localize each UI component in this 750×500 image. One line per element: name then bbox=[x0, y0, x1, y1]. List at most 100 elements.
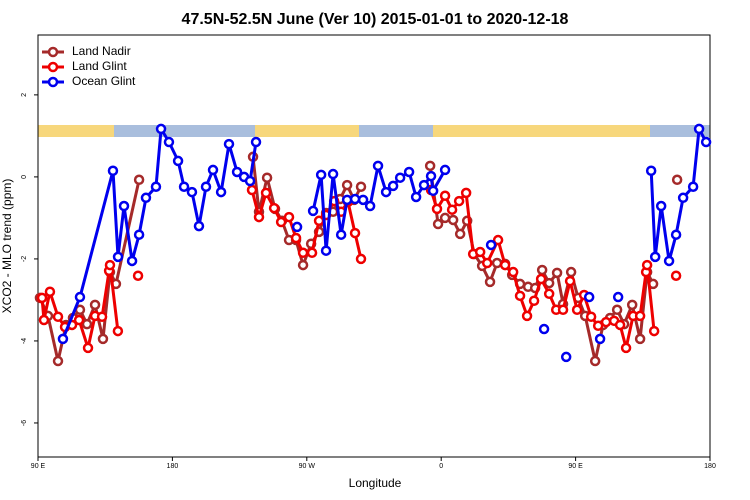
point bbox=[447, 214, 459, 226]
point bbox=[543, 288, 555, 300]
point bbox=[261, 172, 273, 183]
point bbox=[571, 304, 583, 316]
point bbox=[481, 257, 493, 269]
x-tick-label: 0 bbox=[439, 463, 443, 470]
point bbox=[647, 278, 659, 290]
point bbox=[307, 205, 319, 217]
point bbox=[193, 220, 205, 232]
x-axis-label: Longitude bbox=[349, 476, 402, 490]
point bbox=[355, 181, 367, 192]
y-axis-label: XCO2 - MLO trend (ppm) bbox=[0, 179, 14, 314]
point bbox=[634, 310, 646, 322]
point bbox=[89, 299, 101, 311]
legend-label: Land Nadir bbox=[72, 44, 131, 58]
point bbox=[357, 194, 369, 206]
point bbox=[648, 325, 660, 337]
series-line bbox=[61, 127, 708, 340]
point bbox=[231, 166, 243, 178]
point bbox=[670, 270, 682, 281]
point bbox=[600, 316, 612, 328]
point bbox=[246, 184, 258, 196]
point bbox=[670, 229, 682, 240]
x-tick-label: 90 E bbox=[31, 463, 46, 470]
legend-marker bbox=[47, 46, 59, 58]
point bbox=[507, 266, 519, 278]
point bbox=[315, 169, 327, 181]
point bbox=[250, 136, 262, 148]
land-strip bbox=[433, 125, 650, 137]
point bbox=[52, 311, 64, 322]
point bbox=[583, 291, 595, 303]
point bbox=[693, 123, 705, 135]
point bbox=[268, 202, 280, 214]
point bbox=[133, 229, 145, 240]
point bbox=[439, 190, 451, 202]
point bbox=[671, 174, 683, 186]
series-line bbox=[42, 190, 676, 348]
land-ocean-strip bbox=[38, 125, 710, 137]
point bbox=[536, 264, 548, 276]
point bbox=[484, 276, 496, 288]
x-tick-label: 90 W bbox=[299, 463, 316, 470]
point bbox=[491, 257, 503, 269]
point bbox=[172, 155, 184, 167]
point bbox=[557, 304, 569, 316]
point bbox=[112, 325, 124, 337]
point bbox=[178, 181, 190, 192]
point bbox=[244, 175, 256, 187]
point bbox=[543, 277, 555, 289]
point bbox=[538, 323, 550, 335]
point bbox=[620, 342, 632, 354]
point bbox=[104, 259, 116, 271]
point bbox=[349, 193, 361, 205]
point bbox=[403, 166, 415, 178]
point bbox=[96, 311, 108, 322]
y-tick-label: -6 bbox=[21, 420, 28, 426]
point bbox=[655, 200, 667, 212]
x-tick-label: 180 bbox=[167, 463, 179, 470]
point bbox=[52, 355, 64, 367]
point bbox=[372, 160, 384, 172]
point bbox=[634, 333, 646, 345]
y-tick-label: -4 bbox=[21, 338, 28, 344]
point bbox=[645, 165, 657, 176]
point bbox=[427, 185, 439, 197]
plot-frame bbox=[37, 34, 711, 458]
point bbox=[133, 174, 145, 186]
point bbox=[492, 234, 504, 246]
point bbox=[73, 314, 85, 326]
point bbox=[663, 255, 675, 267]
point bbox=[253, 211, 265, 223]
point bbox=[107, 165, 119, 176]
point bbox=[297, 259, 309, 271]
point bbox=[454, 228, 466, 240]
point bbox=[140, 192, 152, 204]
point bbox=[585, 311, 597, 322]
point bbox=[150, 181, 162, 192]
point bbox=[514, 290, 526, 302]
point bbox=[387, 180, 399, 192]
point bbox=[297, 247, 309, 259]
point bbox=[118, 200, 130, 212]
point bbox=[335, 229, 347, 240]
point bbox=[74, 291, 86, 303]
point bbox=[215, 186, 227, 198]
point bbox=[126, 255, 138, 267]
land-strip bbox=[38, 125, 114, 137]
point bbox=[275, 216, 287, 228]
point bbox=[499, 259, 511, 271]
point bbox=[439, 164, 451, 176]
legend-label: Ocean Glint bbox=[72, 74, 136, 88]
point bbox=[474, 246, 486, 258]
point bbox=[291, 221, 303, 233]
point bbox=[44, 286, 56, 297]
point bbox=[611, 304, 623, 316]
point bbox=[418, 179, 430, 191]
point bbox=[612, 291, 624, 303]
point bbox=[431, 203, 443, 215]
point bbox=[260, 187, 272, 199]
point bbox=[349, 227, 361, 239]
point bbox=[439, 212, 451, 224]
point bbox=[38, 314, 50, 326]
point bbox=[649, 251, 661, 263]
